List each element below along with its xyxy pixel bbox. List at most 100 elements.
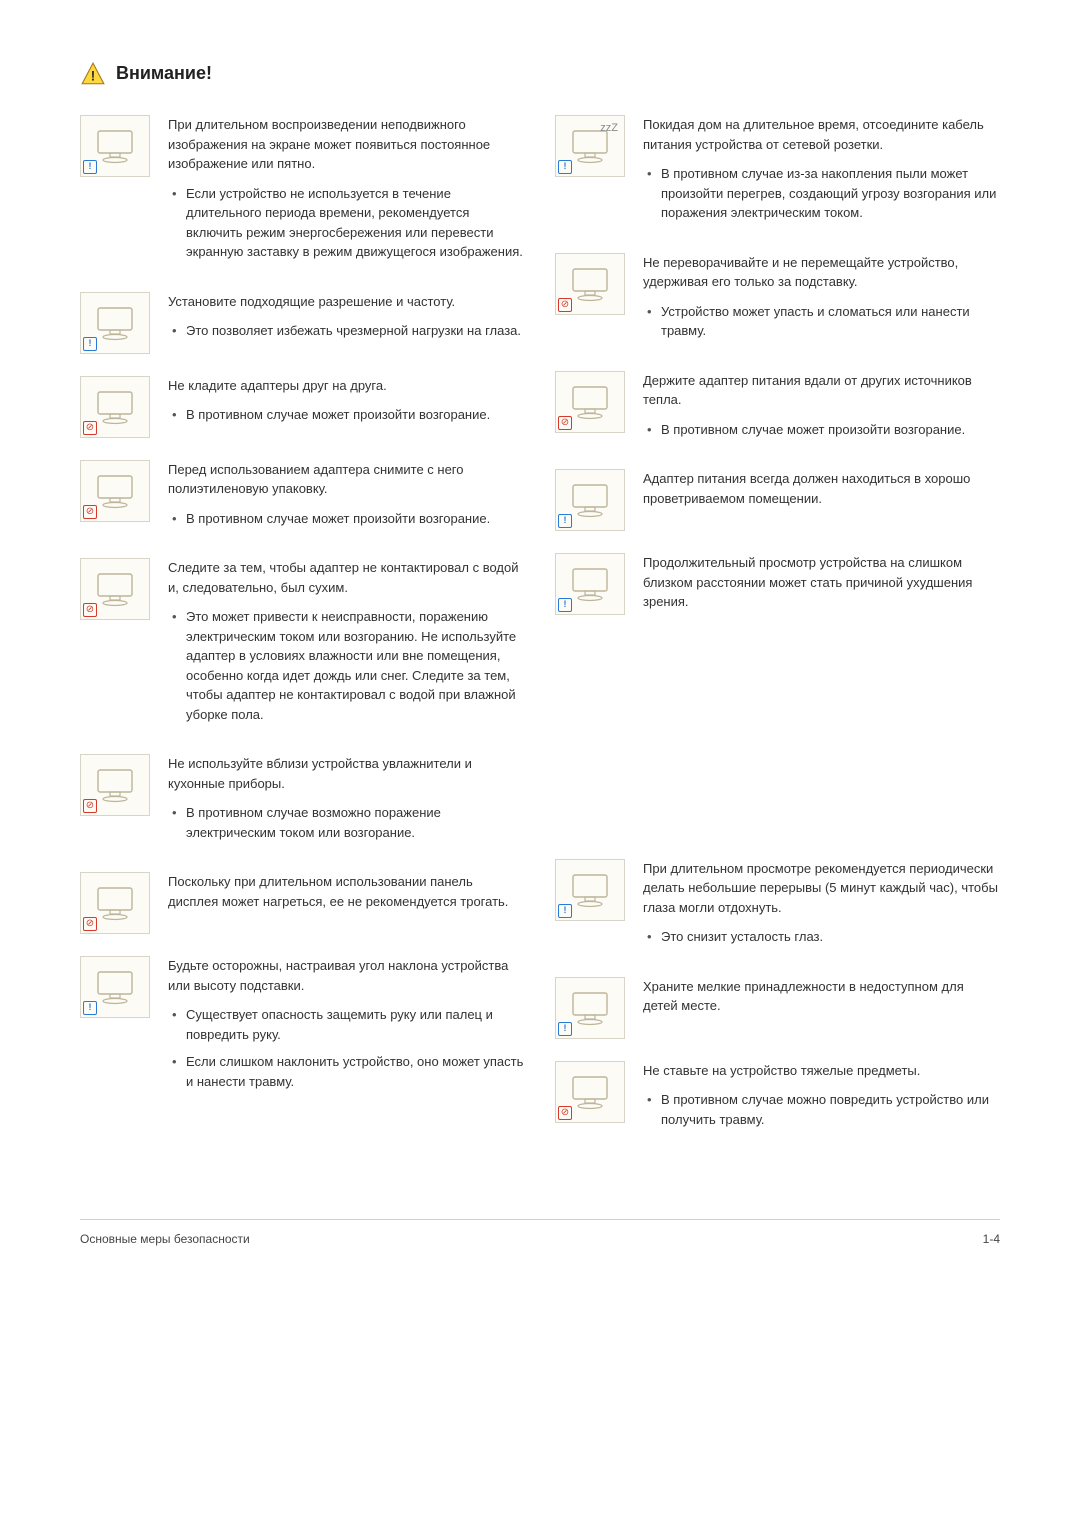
illustration-thumb — [555, 859, 625, 921]
item-bullet-list: Если устройство не используется в течени… — [168, 184, 525, 262]
item-content: Покидая дом на длительное время, отсоеди… — [643, 115, 1000, 231]
item-bullet: В противном случае может произойти возго… — [643, 420, 1000, 440]
item-content: Будьте осторожны, настраивая угол наклон… — [168, 956, 525, 1099]
info-badge-icon — [558, 160, 572, 174]
item-bullet-list: В противном случае можно повредить устро… — [643, 1090, 1000, 1129]
monitor-icon — [567, 382, 613, 422]
prohibit-badge-icon — [83, 421, 97, 435]
item-intro-text: Продолжительный просмотр устройства на с… — [643, 553, 1000, 612]
item-content: Поскольку при длительном использовании п… — [168, 872, 525, 934]
thumb-glyph: zzZ — [600, 120, 618, 137]
item-bullet-list: Это может привести к неисправности, пора… — [168, 607, 525, 724]
info-badge-icon — [558, 514, 572, 528]
safety-item: Будьте осторожны, настраивая угол наклон… — [80, 956, 525, 1099]
info-badge-icon — [558, 598, 572, 612]
item-bullet-list: В противном случае может произойти возго… — [168, 405, 525, 425]
item-intro-text: Следите за тем, чтобы адаптер не контакт… — [168, 558, 525, 597]
prohibit-badge-icon — [83, 917, 97, 931]
prohibit-badge-icon — [83, 603, 97, 617]
safety-item: Продолжительный просмотр устройства на с… — [555, 553, 1000, 622]
item-bullet: Это позволяет избежать чрезмерной нагруз… — [168, 321, 525, 341]
prohibit-badge-icon — [558, 298, 572, 312]
right-column: zzZ Покидая дом на длительное время, отсо… — [555, 115, 1000, 1159]
monitor-icon — [92, 967, 138, 1007]
safety-item: Поскольку при длительном использовании п… — [80, 872, 525, 934]
prohibit-badge-icon — [558, 1106, 572, 1120]
item-bullet: В противном случае может произойти возго… — [168, 405, 525, 425]
monitor-icon — [92, 471, 138, 511]
item-bullet: Если слишком наклонить устройство, оно м… — [168, 1052, 525, 1091]
item-bullet-list: В противном случае возможно поражение эл… — [168, 803, 525, 842]
monitor-icon — [92, 569, 138, 609]
item-bullet: Существует опасность защемить руку или п… — [168, 1005, 525, 1044]
illustration-thumb — [80, 558, 150, 620]
info-badge-icon — [558, 1022, 572, 1036]
item-intro-text: Держите адаптер питания вдали от других … — [643, 371, 1000, 410]
monitor-icon — [92, 883, 138, 923]
footer-page-number: 1-4 — [983, 1230, 1000, 1248]
item-bullet: В противном случае возможно поражение эл… — [168, 803, 525, 842]
safety-item: Не ставьте на устройство тяжелые предмет… — [555, 1061, 1000, 1138]
illustration-thumb — [555, 371, 625, 433]
item-content: При длительном воспроизведении неподвижн… — [168, 115, 525, 270]
footer-section-title: Основные меры безопасности — [80, 1230, 250, 1248]
illustration-thumb — [80, 956, 150, 1018]
illustration-thumb: zzZ — [555, 115, 625, 177]
prohibit-badge-icon — [83, 505, 97, 519]
item-intro-text: При длительном просмотре рекомендуется п… — [643, 859, 1000, 918]
item-intro-text: Будьте осторожны, настраивая угол наклон… — [168, 956, 525, 995]
item-content: Храните мелкие принадлежности в недоступ… — [643, 977, 1000, 1039]
item-bullet: В противном случае из-за накопления пыли… — [643, 164, 1000, 223]
item-content: Не используйте вблизи устройства увлажни… — [168, 754, 525, 850]
safety-item: При длительном воспроизведении неподвижн… — [80, 115, 525, 270]
item-content: Следите за тем, чтобы адаптер не контакт… — [168, 558, 525, 732]
monitor-icon — [567, 1072, 613, 1112]
item-intro-text: Установите подходящие разрешение и часто… — [168, 292, 525, 312]
item-intro-text: Адаптер питания всегда должен находиться… — [643, 469, 1000, 508]
illustration-thumb — [80, 460, 150, 522]
item-content: Держите адаптер питания вдали от других … — [643, 371, 1000, 448]
safety-item: Держите адаптер питания вдали от других … — [555, 371, 1000, 448]
item-intro-text: Не ставьте на устройство тяжелые предмет… — [643, 1061, 1000, 1081]
item-bullet: Это может привести к неисправности, пора… — [168, 607, 525, 724]
item-content: При длительном просмотре рекомендуется п… — [643, 859, 1000, 955]
info-badge-icon — [558, 904, 572, 918]
svg-text:!: ! — [91, 67, 96, 83]
item-intro-text: Храните мелкие принадлежности в недоступ… — [643, 977, 1000, 1016]
safety-item: zzZ Покидая дом на длительное время, отсо… — [555, 115, 1000, 231]
item-bullet: В противном случае можно повредить устро… — [643, 1090, 1000, 1129]
item-intro-text: При длительном воспроизведении неподвижн… — [168, 115, 525, 174]
monitor-icon — [92, 303, 138, 343]
item-bullet: В противном случае может произойти возго… — [168, 509, 525, 529]
left-column: При длительном воспроизведении неподвижн… — [80, 115, 525, 1159]
item-bullet-list: В противном случае может произойти возго… — [168, 509, 525, 529]
item-content: Продолжительный просмотр устройства на с… — [643, 553, 1000, 622]
info-badge-icon — [83, 1001, 97, 1015]
safety-item: Следите за тем, чтобы адаптер не контакт… — [80, 558, 525, 732]
item-content: Не переворачивайте и не перемещайте устр… — [643, 253, 1000, 349]
illustration-thumb — [80, 115, 150, 177]
item-content: Установите подходящие разрешение и часто… — [168, 292, 525, 354]
item-intro-text: Покидая дом на длительное время, отсоеди… — [643, 115, 1000, 154]
item-content: Не кладите адаптеры друг на друга.В прот… — [168, 376, 525, 438]
item-bullet-list: Это позволяет избежать чрезмерной нагруз… — [168, 321, 525, 341]
item-bullet: Это снизит усталость глаз. — [643, 927, 1000, 947]
item-content: Не ставьте на устройство тяжелые предмет… — [643, 1061, 1000, 1138]
monitor-icon — [567, 264, 613, 304]
monitor-icon — [567, 480, 613, 520]
item-intro-text: Не используйте вблизи устройства увлажни… — [168, 754, 525, 793]
safety-item: Не используйте вблизи устройства увлажни… — [80, 754, 525, 850]
page-footer: Основные меры безопасности 1-4 — [80, 1219, 1000, 1248]
illustration-thumb — [80, 292, 150, 354]
warning-triangle-icon: ! — [80, 61, 106, 87]
item-bullet-list: Это снизит усталость глаз. — [643, 927, 1000, 947]
content-columns: При длительном воспроизведении неподвижн… — [80, 115, 1000, 1159]
item-bullet-list: Устройство может упасть и сломаться или … — [643, 302, 1000, 341]
item-content: Адаптер питания всегда должен находиться… — [643, 469, 1000, 531]
info-badge-icon — [83, 160, 97, 174]
prohibit-badge-icon — [558, 416, 572, 430]
monitor-icon — [567, 564, 613, 604]
column-spacer — [555, 644, 1000, 859]
safety-item: Не переворачивайте и не перемещайте устр… — [555, 253, 1000, 349]
illustration-thumb — [80, 376, 150, 438]
